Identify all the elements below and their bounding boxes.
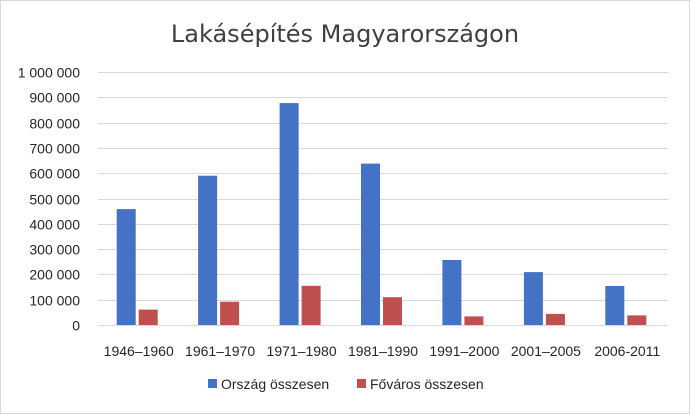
x-tick-label: 2006-2011 — [594, 343, 660, 359]
y-tick-label: 500 000 — [29, 192, 80, 208]
legend-label: Főváros összesen — [370, 376, 484, 392]
y-tick-label: 700 000 — [29, 141, 80, 157]
y-tick-label: 0 — [72, 318, 80, 334]
bar-fovaros — [464, 316, 484, 325]
y-axis-tick-labels: 0 100 000 200 000 300 000 400 000 500 000 600 … — [18, 65, 81, 334]
y-tick-label: 1 000 000 — [18, 65, 80, 81]
y-tick-label: 300 000 — [29, 242, 80, 258]
legend: Ország összesen Főváros összesen — [208, 376, 484, 392]
chart-title: Lakásépítés Magyarországon — [171, 20, 519, 48]
bar-orszag — [279, 103, 299, 325]
bar-fovaros — [301, 285, 321, 325]
bar-orszag — [523, 272, 543, 325]
bar-orszag — [605, 286, 625, 325]
legend-swatch — [208, 379, 217, 388]
x-axis-tick-labels: 1946–1960 1961–1970 1971–1980 1981–1990 1991… — [104, 343, 661, 359]
bar-orszag — [442, 260, 462, 325]
x-tick-label: 1971–1980 — [267, 343, 337, 359]
y-tick-label: 900 000 — [29, 90, 80, 106]
legend-label: Ország összesen — [221, 376, 329, 392]
y-tick-label: 600 000 — [29, 166, 80, 182]
bar-fovaros — [220, 301, 240, 325]
x-tick-label: 1961–1970 — [185, 343, 255, 359]
legend-swatch — [357, 379, 366, 388]
bar-fovaros — [545, 313, 565, 325]
gridlines — [98, 72, 668, 301]
x-tick-label: 2001–2005 — [511, 343, 581, 359]
bar-fovaros — [627, 315, 647, 325]
bar-fovaros — [383, 297, 402, 325]
bar-orszag — [361, 163, 380, 325]
y-tick-label: 100 000 — [29, 293, 80, 309]
y-tick-label: 200 000 — [29, 267, 80, 283]
y-tick-label: 400 000 — [29, 217, 80, 233]
x-tick-label: 1981–1990 — [348, 343, 418, 359]
x-tick-label: 1991–2000 — [429, 343, 499, 359]
bar-orszag — [116, 209, 136, 325]
x-tick-label: 1946–1960 — [104, 343, 174, 359]
bars — [116, 103, 647, 325]
bar-fovaros — [138, 309, 158, 325]
y-tick-label: 800 000 — [29, 116, 80, 132]
bar-orszag — [198, 175, 218, 325]
